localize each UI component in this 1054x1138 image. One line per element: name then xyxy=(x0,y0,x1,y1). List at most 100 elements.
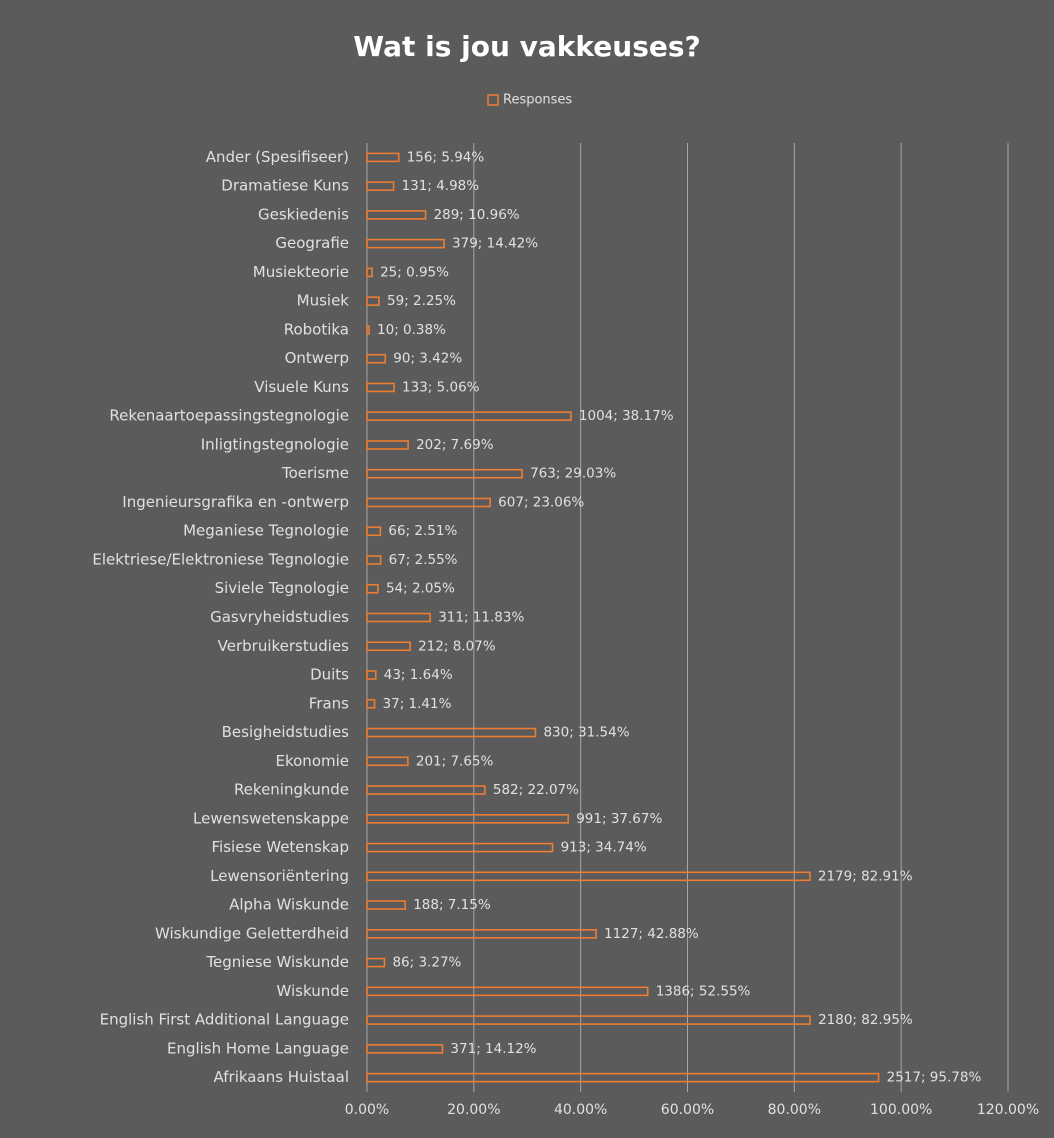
data-label: 43; 1.64% xyxy=(384,667,453,683)
bar xyxy=(366,1015,811,1025)
bar xyxy=(366,181,395,191)
legend-swatch xyxy=(487,94,499,106)
y-tick-label: Afrikaans Huistaal xyxy=(214,1068,349,1086)
data-label: 1127; 42.88% xyxy=(604,926,699,942)
data-label: 37; 1.41% xyxy=(383,696,452,712)
y-tick-label: Frans xyxy=(309,694,349,712)
y-tick-label: Wiskundige Geletterdheid xyxy=(155,924,349,942)
x-tick-label: 40.00% xyxy=(554,1102,607,1118)
y-tick-label: Ekonomie xyxy=(276,752,350,770)
bar xyxy=(366,785,486,795)
y-tick-label: Robotika xyxy=(284,320,349,338)
bar xyxy=(366,986,649,997)
data-label: 991; 37.67% xyxy=(576,811,662,827)
bar xyxy=(366,698,376,709)
data-label: 156; 5.94% xyxy=(407,149,485,165)
bar xyxy=(366,555,382,565)
data-label: 54; 2.05% xyxy=(386,581,455,597)
y-tick-label: Musiek xyxy=(297,292,350,310)
y-tick-label: Ontwerp xyxy=(285,349,349,367)
y-tick-label: Rekeningkunde xyxy=(234,781,349,799)
bar xyxy=(366,641,411,652)
chart-title: Wat is jou vakkeuses? xyxy=(353,30,701,63)
data-label: 1004; 38.17% xyxy=(579,408,674,424)
y-tick-label: Ingenieursgrafika en -ontwerp xyxy=(122,493,349,511)
bar xyxy=(366,267,373,278)
data-label: 25; 0.95% xyxy=(380,264,449,280)
x-tick-label: 60.00% xyxy=(661,1102,714,1118)
data-label: 66; 2.51% xyxy=(388,523,457,539)
bar xyxy=(366,497,491,508)
legend-label: Responses xyxy=(503,93,572,108)
bar xyxy=(366,842,554,853)
bar xyxy=(366,583,379,594)
data-label: 188; 7.15% xyxy=(413,897,491,913)
data-label: 90; 3.42% xyxy=(393,351,462,367)
y-tick-label: Toerisme xyxy=(281,464,349,482)
data-label: 67; 2.55% xyxy=(389,552,458,568)
bar xyxy=(366,325,370,335)
y-tick-label: Dramatiese Kuns xyxy=(221,177,349,195)
y-tick-label: Alpha Wiskunde xyxy=(229,896,349,914)
data-label: 582; 22.07% xyxy=(493,782,579,798)
data-label: 2179; 82.91% xyxy=(818,868,913,884)
bar xyxy=(366,382,395,393)
y-tick-label: Inligtingstegnologie xyxy=(201,435,349,453)
bar xyxy=(366,353,387,364)
data-label: 133; 5.06% xyxy=(402,379,480,395)
bar xyxy=(366,900,406,910)
bar xyxy=(366,1072,880,1083)
bar xyxy=(366,526,382,537)
data-label: 379; 14.42% xyxy=(452,236,538,252)
y-tick-label: Visuele Kuns xyxy=(254,378,349,396)
data-label: 131; 4.98% xyxy=(402,178,480,194)
x-tick-label: 80.00% xyxy=(768,1102,821,1118)
y-tick-label: English Home Language xyxy=(167,1039,349,1057)
x-tick-label: 0.00% xyxy=(345,1102,389,1118)
y-tick-label: Verbruikerstudies xyxy=(218,637,350,655)
data-label: 2517; 95.78% xyxy=(887,1070,982,1086)
y-tick-label: Tegniese Wiskunde xyxy=(205,953,349,971)
x-tick-label: 120.00% xyxy=(977,1102,1039,1118)
data-label: 311; 11.83% xyxy=(438,610,524,626)
bar xyxy=(366,871,811,882)
y-tick-label: Wiskunde xyxy=(277,982,349,1000)
y-tick-label: Lewenswetenskappe xyxy=(193,809,349,827)
data-label: 913; 34.74% xyxy=(561,840,647,856)
y-tick-label: Fisiese Wetenskap xyxy=(212,838,349,856)
y-tick-label: Geografie xyxy=(275,234,349,252)
data-label: 607; 23.06% xyxy=(498,494,584,510)
y-tick-label: Geskiedenis xyxy=(258,205,349,223)
y-tick-label: Ander (Spesifiseer) xyxy=(206,148,349,166)
y-tick-label: Meganiese Tegnologie xyxy=(183,522,349,540)
data-label: 202; 7.69% xyxy=(416,437,494,453)
data-label: 371; 14.12% xyxy=(450,1041,536,1057)
bar xyxy=(366,411,572,421)
bar xyxy=(366,957,386,968)
bar xyxy=(366,612,431,623)
bar xyxy=(366,756,409,767)
data-label: 212; 8.07% xyxy=(418,638,496,654)
data-label: 2180; 82.95% xyxy=(818,1012,913,1028)
data-label: 86; 3.27% xyxy=(392,955,461,971)
y-tick-label: Siviele Tegnologie xyxy=(215,579,349,597)
y-tick-label: Lewensoriëntering xyxy=(210,867,349,885)
data-label: 289; 10.96% xyxy=(434,207,520,223)
bar xyxy=(366,727,537,738)
bar xyxy=(366,670,377,680)
bar xyxy=(366,238,445,249)
bar xyxy=(366,210,427,220)
y-tick-label: Gasvryheidstudies xyxy=(210,608,349,626)
data-label: 1386; 52.55% xyxy=(656,983,751,999)
data-label: 763; 29.03% xyxy=(530,466,616,482)
bar xyxy=(366,929,597,939)
data-label: 201; 7.65% xyxy=(416,753,494,769)
y-tick-label: Musiekteorie xyxy=(253,263,349,281)
y-tick-label: English First Additional Language xyxy=(100,1011,349,1029)
data-label: 10; 0.38% xyxy=(377,322,446,338)
bar xyxy=(366,296,380,306)
x-tick-label: 100.00% xyxy=(870,1102,932,1118)
x-tick-label: 20.00% xyxy=(447,1102,500,1118)
